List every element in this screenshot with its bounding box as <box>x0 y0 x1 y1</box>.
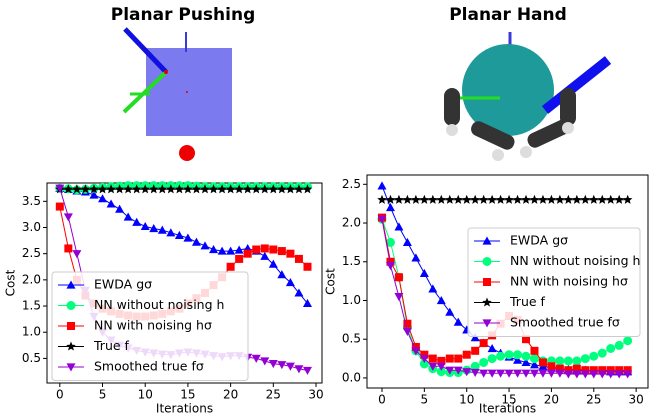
marker <box>395 273 403 281</box>
marker <box>581 354 590 363</box>
marker <box>67 322 75 330</box>
marker <box>505 350 514 359</box>
marker <box>429 355 437 363</box>
finger <box>444 88 460 126</box>
x-tick-label: 10 <box>138 388 153 402</box>
y-axis-label: Cost <box>4 269 18 296</box>
marker <box>471 347 479 355</box>
marker <box>483 257 492 266</box>
hand-scene <box>444 32 608 161</box>
marker <box>530 347 538 355</box>
y-tick-label: 2.5 <box>342 177 361 191</box>
marker <box>303 263 311 271</box>
x-tick-label: 30 <box>308 388 323 402</box>
marker <box>67 301 76 310</box>
legend-label: EWDA gσ <box>510 233 568 248</box>
object-axis-blue <box>545 60 608 110</box>
figure: Planar Pushing 0.5 1.0 1.5 2.0 2.5 3.0 3.5 0 5 10 1… <box>0 0 650 416</box>
marker <box>56 203 64 211</box>
marker <box>496 352 505 361</box>
fingertip <box>562 122 574 134</box>
y-tick-label: 0.5 <box>342 332 361 346</box>
y-tick-label: 1.5 <box>22 299 41 313</box>
marker <box>479 358 488 367</box>
x-tick-label: 30 <box>628 393 643 407</box>
marker <box>295 255 303 263</box>
y-tick-label: 1.5 <box>342 254 361 268</box>
x-axis-label: Iterations <box>479 402 536 416</box>
marker <box>463 351 471 359</box>
y-tick-label: 2.0 <box>342 216 361 230</box>
x-axis-label: Iterations <box>156 402 213 416</box>
chart-title: Planar Pushing <box>111 5 256 25</box>
marker <box>252 245 260 253</box>
marker <box>572 356 581 365</box>
marker <box>235 255 243 263</box>
x-tick-label: 10 <box>459 393 474 407</box>
marker <box>269 245 277 253</box>
marker <box>244 250 252 258</box>
marker <box>278 247 286 255</box>
y-tick-label: 0.5 <box>22 351 41 365</box>
pushing-scene <box>124 29 232 161</box>
legend-label: NN with noising hσ <box>94 318 212 333</box>
y-tick-label: 2.5 <box>22 246 41 260</box>
marker <box>513 350 522 359</box>
x-tick-label: 0 <box>378 393 386 407</box>
x-tick-label: 15 <box>180 388 195 402</box>
marker <box>261 244 269 252</box>
legend-label: NN without noising h <box>510 253 640 268</box>
legend: EWDA gσ NN without noising h NN with noisi… <box>468 228 640 337</box>
legend-label: NN with noising hσ <box>510 274 628 289</box>
marker <box>606 344 615 353</box>
x-tick-label: 20 <box>544 393 559 407</box>
marker <box>64 244 72 252</box>
legend-label: Smoothed true fσ <box>94 359 204 374</box>
marker <box>446 355 454 363</box>
marker <box>286 250 294 258</box>
marker <box>564 356 573 365</box>
y-axis-label: Cost <box>324 268 338 295</box>
marker <box>615 341 624 350</box>
marker <box>623 336 632 345</box>
x-tick-label: 20 <box>223 388 238 402</box>
fingertip <box>520 146 532 158</box>
legend-label: True f <box>509 294 546 309</box>
y-tick-label: 3.0 <box>22 220 41 234</box>
target-ball <box>179 145 195 161</box>
y-tick-label: 0.0 <box>342 370 361 384</box>
x-tick-label: 5 <box>99 388 107 402</box>
chart-title: Planar Hand <box>449 5 567 25</box>
marker <box>547 362 555 370</box>
fingertip <box>446 124 458 136</box>
marker <box>454 355 462 363</box>
fingertip <box>492 149 504 161</box>
marker <box>488 354 497 363</box>
x-tick-label: 5 <box>421 393 429 407</box>
center <box>186 91 188 93</box>
marker <box>589 352 598 361</box>
marker <box>539 358 547 366</box>
legend-label: True f <box>93 338 130 353</box>
marker <box>480 339 488 347</box>
marker <box>522 352 531 361</box>
x-tick-label: 0 <box>56 388 64 402</box>
marker <box>555 356 564 365</box>
y-tick-label: 1.0 <box>22 325 41 339</box>
legend-label: EWDA gσ <box>94 277 152 292</box>
marker <box>483 278 491 286</box>
legend: EWDA gσ NN without noising h NN with noisi… <box>52 272 248 381</box>
y-tick-label: 1.0 <box>342 293 361 307</box>
y-tick-label: 3.5 <box>22 194 41 208</box>
legend-label: Smoothed true fσ <box>510 315 620 330</box>
x-tick-label: 25 <box>586 393 601 407</box>
y-tick-label: 2.0 <box>22 272 41 286</box>
marker <box>227 263 235 271</box>
x-tick-label: 25 <box>266 388 281 402</box>
marker <box>598 349 607 358</box>
contact <box>164 70 168 74</box>
legend-label: NN without noising h <box>94 297 224 312</box>
